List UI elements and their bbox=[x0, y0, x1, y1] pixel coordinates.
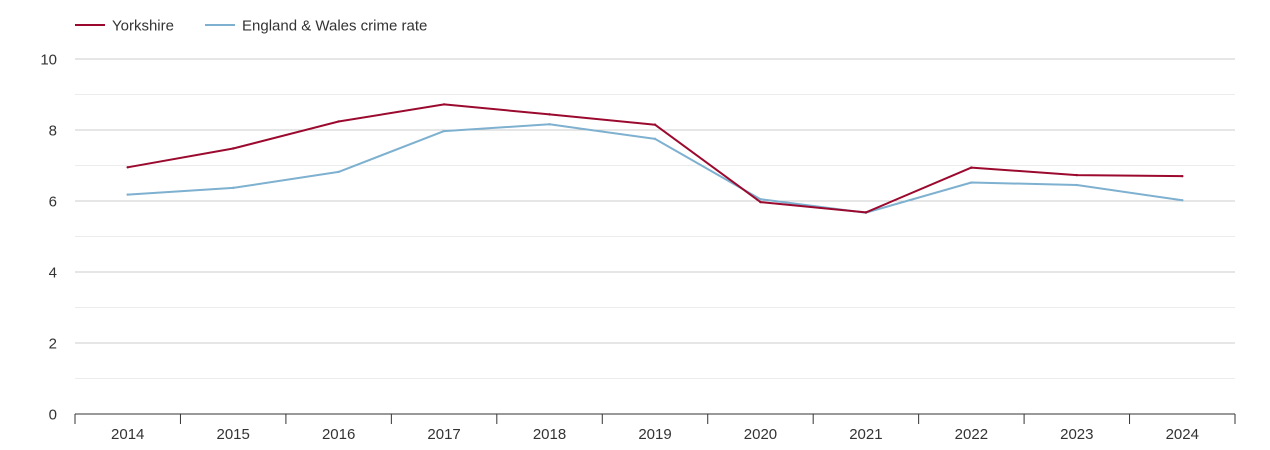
y-tick-label: 8 bbox=[49, 123, 57, 140]
y-tick-label: 2 bbox=[49, 336, 57, 353]
yorkshire-point-2017 bbox=[442, 103, 446, 106]
yorkshire-point-2020 bbox=[759, 200, 762, 204]
england-wales-point-2019 bbox=[653, 137, 657, 141]
legend-item-yorkshire[interactable]: Yorkshire bbox=[75, 18, 174, 35]
england-wales-point-2014 bbox=[126, 193, 129, 196]
legend-item-england-wales[interactable]: England & Wales crime rate bbox=[205, 18, 427, 35]
yorkshire-point-2014 bbox=[126, 166, 129, 169]
x-tick-label: 2023 bbox=[1060, 426, 1093, 443]
x-tick-label: 2015 bbox=[216, 426, 249, 443]
england-wales-point-2017 bbox=[442, 129, 446, 133]
x-tick-label: 2014 bbox=[111, 426, 144, 443]
legend: Yorkshire England & Wales crime rate bbox=[75, 18, 427, 35]
y-tick-label: 6 bbox=[49, 194, 57, 211]
series-lines bbox=[126, 103, 1184, 214]
england-wales-point-2016 bbox=[337, 170, 340, 174]
england-wales-point-2020 bbox=[759, 198, 762, 201]
y-tick-label: 4 bbox=[49, 265, 57, 282]
series-line-england-wales bbox=[126, 123, 1184, 214]
england-wales-point-2015 bbox=[231, 186, 235, 190]
y-tick-label: 10 bbox=[40, 52, 57, 69]
yorkshire-point-2022 bbox=[970, 166, 973, 169]
england-wales-point-2023 bbox=[1075, 183, 1079, 187]
x-tick-label: 2018 bbox=[533, 426, 566, 443]
series-line-yorkshire bbox=[126, 103, 1184, 214]
legend-label-england-wales: England & Wales crime rate bbox=[242, 18, 427, 35]
x-tick-label: 2024 bbox=[1166, 426, 1199, 443]
yorkshire-point-2015 bbox=[231, 147, 235, 150]
x-tick-label: 2017 bbox=[427, 426, 460, 443]
x-tick-label: 2019 bbox=[638, 426, 671, 443]
yorkshire-point-2018 bbox=[548, 113, 551, 116]
england-wales-point-2018 bbox=[548, 123, 551, 126]
yorkshire-point-2023 bbox=[1075, 173, 1079, 177]
x-tick-label: 2022 bbox=[955, 426, 988, 443]
legend-label-yorkshire: Yorkshire bbox=[112, 18, 174, 35]
x-axis-tick-labels: 2014 2015 2016 2017 2018 2019 2020 2021 2022 2023… bbox=[74, 414, 1236, 443]
y-axis-tick-labels: 0 2 4 6 8 10 bbox=[40, 52, 57, 424]
yorkshire-point-2016 bbox=[337, 120, 340, 123]
yorkshire-point-2021 bbox=[864, 211, 868, 214]
x-tick-label: 2021 bbox=[849, 426, 882, 443]
gridlines bbox=[75, 58, 1235, 379]
y-tick-label: 0 bbox=[49, 407, 57, 424]
yorkshire-point-2019 bbox=[653, 123, 657, 126]
x-tick-label: 2020 bbox=[744, 426, 777, 443]
england-wales-point-2022 bbox=[970, 181, 973, 184]
england-wales-point-2024 bbox=[1181, 199, 1184, 202]
x-tick-label: 2016 bbox=[322, 426, 355, 443]
yorkshire-point-2024 bbox=[1181, 174, 1184, 178]
